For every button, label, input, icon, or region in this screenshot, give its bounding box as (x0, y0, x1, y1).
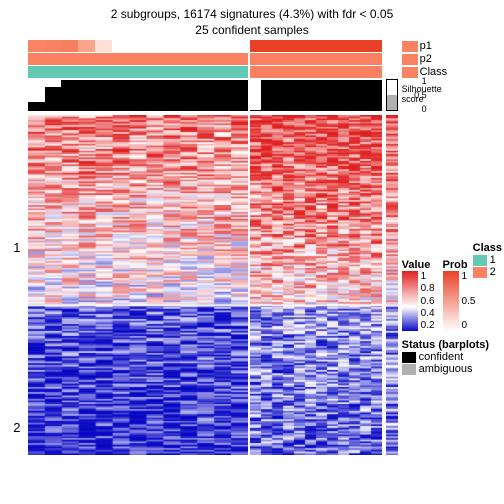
heatmap-left (28, 115, 248, 455)
anno-p2-right (250, 53, 382, 65)
value-gradient (402, 271, 418, 331)
heatmap-side (386, 115, 398, 455)
heatmap-right (250, 115, 382, 455)
anno-class-left (28, 66, 248, 78)
heatmap-main: 1 0.5 0 (28, 40, 398, 455)
silhouette-axis-box: 1 0.5 0 (386, 79, 398, 111)
chart-title: 2 subgroups, 16174 signatures (4.3%) wit… (6, 6, 498, 38)
p1-swatch (402, 41, 418, 52)
anno-p2-left (28, 53, 248, 65)
prob-ticks: 10.50 (459, 271, 476, 331)
prob-gradient (443, 271, 459, 331)
p2-swatch (402, 54, 418, 65)
anno-p1-left (28, 40, 248, 52)
value-legend-title: Value (402, 259, 435, 271)
annotation-legend: p1 p2 Class Silhouette score Value 10.80… (398, 40, 498, 455)
anno-class-right (250, 66, 382, 78)
row-group-axis: 1 2 (6, 40, 28, 455)
prob-legend-title: Prob (443, 259, 476, 271)
status-legend: Status (barplots) confidentambiguous (402, 335, 489, 375)
sil-tick-05: 0.5 (414, 90, 427, 100)
silhouette-bars-left (28, 79, 248, 111)
class-legend-title: Class (473, 242, 502, 254)
sil-tick-0: 0 (422, 104, 427, 114)
title-line2: 25 confident samples (6, 22, 498, 38)
anno-p1-right (250, 40, 382, 52)
sil-tick-1: 1 (422, 76, 427, 86)
p2-label: p2 (420, 53, 432, 65)
title-line1: 2 subgroups, 16174 signatures (4.3%) wit… (6, 6, 498, 22)
row-group-1-label: 1 (6, 240, 28, 255)
p1-label: p1 (420, 40, 432, 52)
status-legend-title: Status (barplots) (402, 339, 489, 351)
value-ticks: 10.80.60.40.2 (418, 271, 435, 331)
class-legend: Class 12 (473, 238, 502, 278)
silhouette-bars-right (250, 79, 382, 111)
class-swatch (402, 67, 418, 78)
row-group-2-label: 2 (6, 420, 28, 435)
value-legend: Value 10.80.60.40.2 (402, 255, 435, 331)
prob-legend: Prob 10.50 (443, 255, 476, 331)
